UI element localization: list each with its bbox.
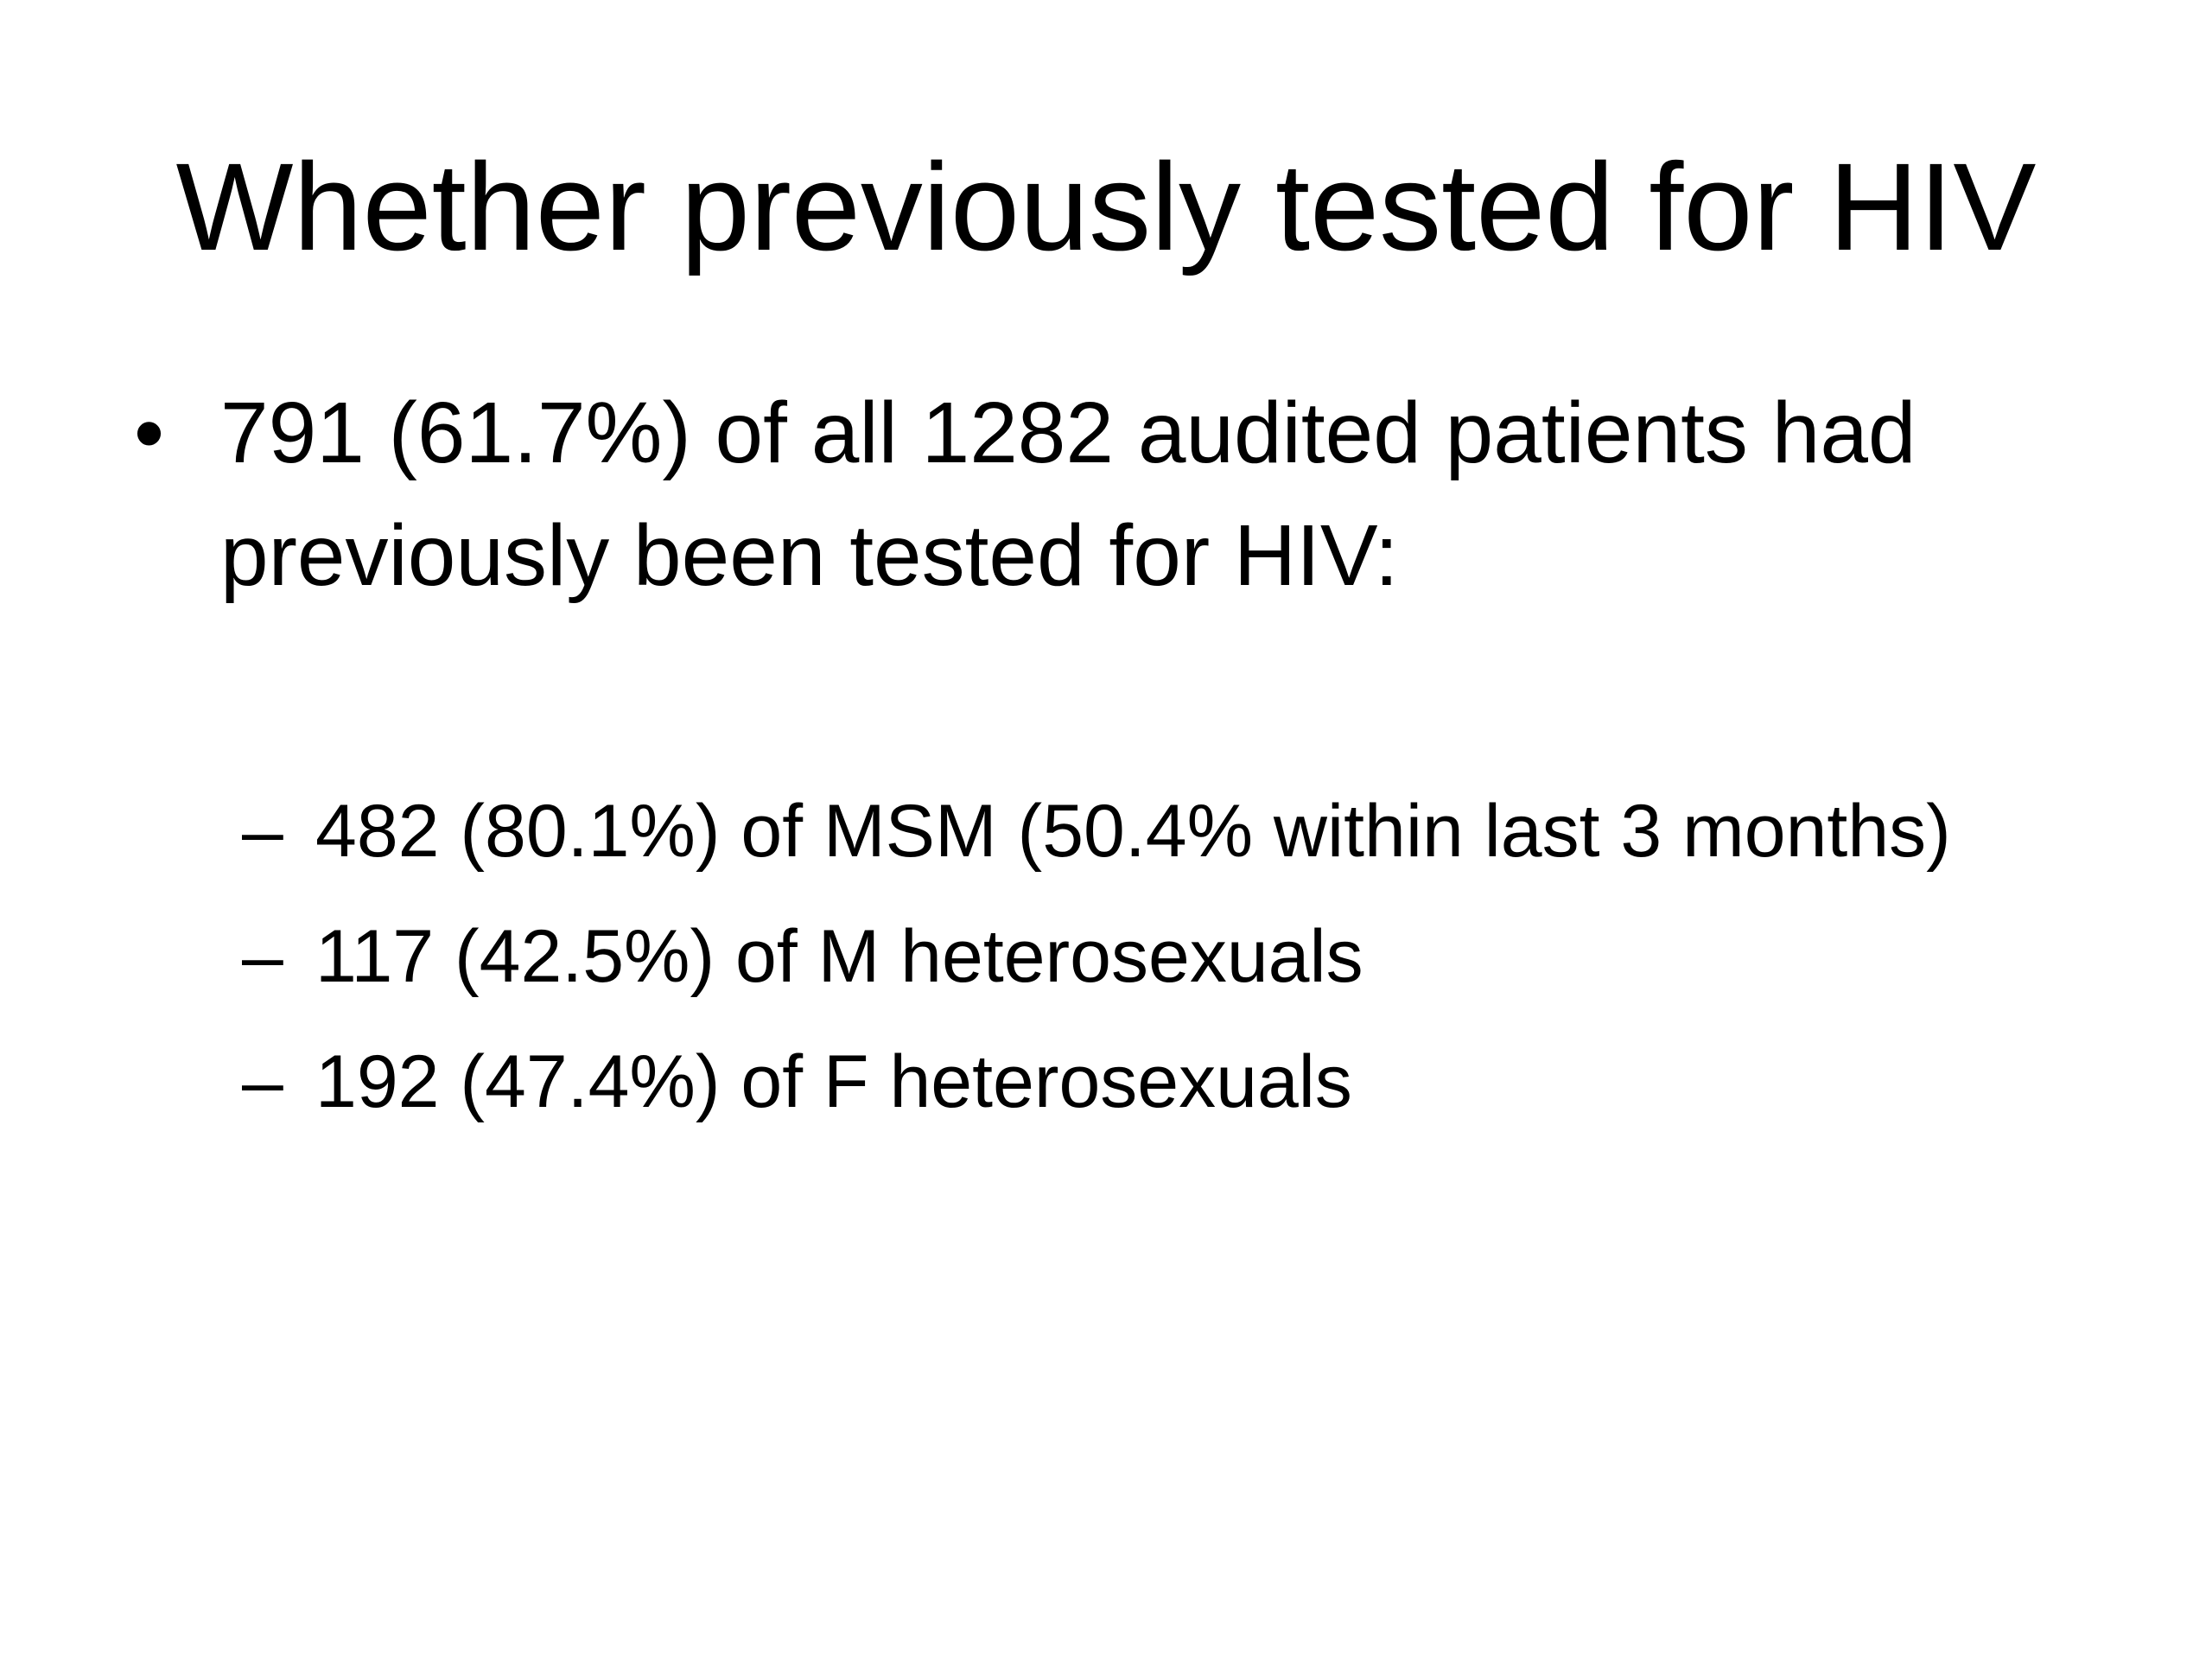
bullet-marker: • (134, 385, 165, 481)
dash-marker: – (242, 790, 283, 873)
slide-title: Whether previously tested for HIV (175, 137, 2037, 276)
sub-bullet-item-f-heterosexuals: – 192 (47.4%) of F heterosexuals (242, 1020, 2143, 1145)
sub-bullet-list: – 482 (80.1%) of MSM (50.4% within last … (242, 769, 2143, 1145)
sub-bullet-item-m-heterosexuals: – 117 (42.5%) of M heterosexuals (242, 894, 2143, 1020)
dash-marker: – (242, 915, 283, 998)
sub-bullet-item-msm: – 482 (80.1%) of MSM (50.4% within last … (242, 769, 2143, 894)
bullet-list: • 791 (61.7%) of all 1282 audited patien… (134, 372, 2104, 617)
sub-bullet-text: 482 (80.1%) of MSM (50.4% within last 3 … (315, 790, 1951, 873)
dash-marker: – (242, 1040, 283, 1123)
bullet-item: • 791 (61.7%) of all 1282 audited patien… (134, 372, 2104, 617)
sub-bullet-text: 117 (42.5%) of M heterosexuals (315, 915, 1363, 998)
bullet-text: 791 (61.7%) of all 1282 audited patients… (220, 385, 1916, 604)
sub-bullet-text: 192 (47.4%) of F heterosexuals (315, 1040, 1352, 1123)
